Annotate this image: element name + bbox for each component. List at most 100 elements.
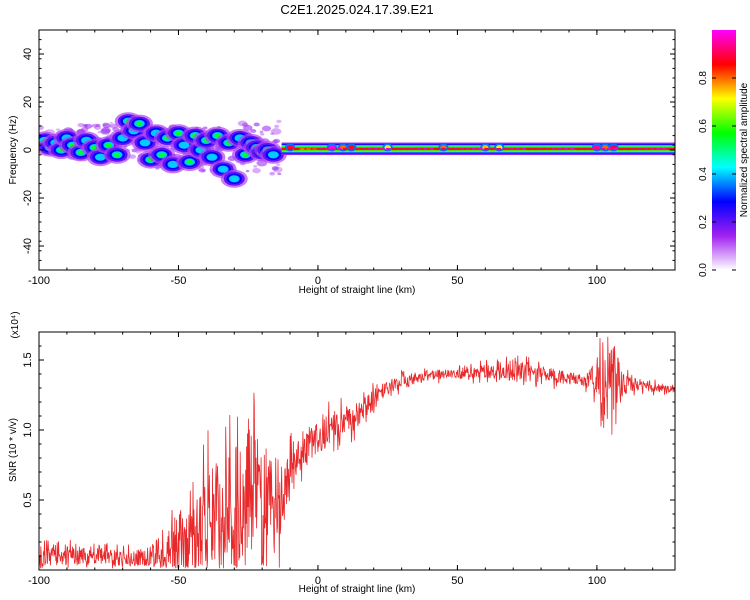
spectrogram-ridge-peak <box>656 147 661 151</box>
snr-multiplier-label: (x10⁴) <box>10 311 21 338</box>
spectrogram-ridge-peak <box>545 147 551 151</box>
colorbar-ticks: 0.0 0.2 0.4 0.6 0.8 <box>698 71 736 277</box>
spectrogram-ridge-peak <box>422 147 428 151</box>
spectrogram-blob <box>105 143 113 148</box>
spectrogram-blob <box>228 175 240 183</box>
y-tick-label: 0 <box>22 147 34 153</box>
snr-series-line <box>39 336 675 569</box>
spectrogram-ridge-peak <box>404 147 409 151</box>
spectrogram-ridge-peak <box>594 147 600 151</box>
spectrogram-noise-cell <box>97 130 102 134</box>
spectrogram-ridge-peak <box>398 147 403 151</box>
spectrogram-ridge-peak <box>539 147 544 151</box>
spectrogram-noise-cell <box>274 124 280 128</box>
spectrogram-noise-cell <box>250 129 257 133</box>
x-tick-label: -100 <box>28 275 50 287</box>
spectrogram-ridge-peak <box>343 147 348 151</box>
spectrogram-noise-cell <box>276 163 281 166</box>
spectrogram-ridge-peak <box>643 147 649 151</box>
spectrogram-noise-cell <box>270 132 275 136</box>
spectrogram-ridge-peak <box>312 147 317 151</box>
spectrogram-ridge-peak <box>367 147 373 151</box>
spectrogram-ridge-peak <box>496 147 501 151</box>
spectrogram-noise-cell <box>109 121 113 124</box>
snr-plot: -100 -50 0 50 100 0.5 1.0 1.5 (x10⁴) Height of… <box>8 311 676 595</box>
spectrogram-noise-cell <box>56 128 60 131</box>
x-tick-label: 0 <box>315 275 321 287</box>
spectrogram-ridge-peak <box>453 147 459 151</box>
spectrogram-ridge-peak <box>459 147 465 151</box>
colorbar-tick-label: 0.2 <box>698 215 709 229</box>
spectrogram-ridge-peak <box>613 147 618 151</box>
spectrogram-ridge-peak <box>668 147 673 151</box>
spectrogram-ridge-peak <box>465 147 471 151</box>
x-tick-label: 100 <box>588 575 606 587</box>
spectrogram-ridge-peak <box>490 147 495 151</box>
spectrogram-ridge-peak <box>361 147 366 151</box>
snr-y-ticks: 0.5 1.0 1.5 <box>22 331 675 571</box>
spectrogram-noise-cell <box>253 165 258 168</box>
spectrogram-ridge-peak <box>570 147 575 151</box>
spectrogram-ridge-peak <box>649 147 655 151</box>
spectrogram-noise-cell <box>84 123 93 129</box>
spectrogram-noise-cell <box>198 168 206 173</box>
spectrogram-ridge-peak <box>373 147 379 151</box>
spectrogram-blob <box>186 159 193 165</box>
spectrogram-ridge-peak <box>527 147 532 151</box>
y-tick-label: -40 <box>22 238 34 254</box>
spectrogram-ridge-peak <box>502 147 508 151</box>
y-tick-label: 1.5 <box>22 352 34 367</box>
spectrogram-y-ticks: -40 -20 0 20 40 <box>22 29 675 271</box>
spectrogram-noise-cell <box>253 122 260 127</box>
colorbar-tick-label: 0.6 <box>698 119 709 133</box>
x-tick-label: 50 <box>451 575 463 587</box>
spectrogram-ridge-peak <box>435 147 440 151</box>
spectrogram-ridge-peak <box>386 147 391 151</box>
spectrogram-blob <box>175 131 182 136</box>
spectrogram-noise-cell <box>259 130 264 134</box>
spectrogram-ridge-peak <box>379 147 385 151</box>
x-tick-label: 0 <box>315 575 321 587</box>
spectrogram-noise-cell <box>91 123 98 128</box>
colorbar-label: Normalized spectral amplitude <box>739 82 750 217</box>
spectrogram-ridge-peak <box>355 147 360 151</box>
spectrogram-x-label: Height of straight line (km) <box>299 285 416 296</box>
spectrogram-ridge-peak <box>606 147 612 151</box>
spectrogram-ridge-peak <box>600 147 606 151</box>
spectrogram-ridge-peak <box>330 147 336 151</box>
spectrogram-noise-cell <box>77 122 85 128</box>
spectrogram-cells <box>39 112 675 188</box>
snr-plot-frame <box>38 331 676 571</box>
y-tick-label: 0.5 <box>22 492 34 507</box>
spectrogram-ridge-peak <box>349 147 354 151</box>
spectrogram-ridge-peak <box>637 147 643 151</box>
colorbar-tick-label: 0.8 <box>698 71 709 85</box>
x-tick-label: -100 <box>28 575 50 587</box>
spectrogram-x-ticks: -100 -50 0 50 100 <box>28 30 654 287</box>
spectrogram-ridge-peak <box>306 147 311 151</box>
snr-x-ticks: -100 -50 0 50 100 <box>28 332 654 587</box>
spectrogram-blob <box>158 152 166 157</box>
x-tick-label: -50 <box>171 275 187 287</box>
spectrogram-ridge-peak <box>410 147 416 151</box>
spectrogram-ridge-peak <box>300 147 305 151</box>
spectrogram-ridge-peak <box>619 147 624 151</box>
spectrogram-ridge-peak <box>533 147 538 151</box>
spectrogram-blob <box>267 151 279 159</box>
snr-y-label: SNR (10 * v/v) <box>8 418 19 482</box>
colorbar-tick-label: 0.4 <box>698 167 709 181</box>
spectrogram-ridge-peak <box>484 147 489 151</box>
spectrogram-noise-cell <box>260 132 265 136</box>
spectrogram-ridge-peak <box>588 147 594 151</box>
spectrogram-ridge-peak <box>336 147 342 151</box>
spectrogram-ridge-peak <box>478 147 483 151</box>
spectrogram-noise-cell <box>261 125 272 132</box>
spectrogram-blob <box>113 152 121 157</box>
spectrogram-ridge-peak <box>662 147 667 151</box>
spectrogram-noise-cell <box>273 138 281 144</box>
spectrogram-ridge-peak <box>287 147 293 151</box>
y-tick-label: -20 <box>22 190 34 206</box>
spectrogram-ridge-peak <box>514 147 520 151</box>
spectrogram-ridge-peak <box>281 147 287 151</box>
